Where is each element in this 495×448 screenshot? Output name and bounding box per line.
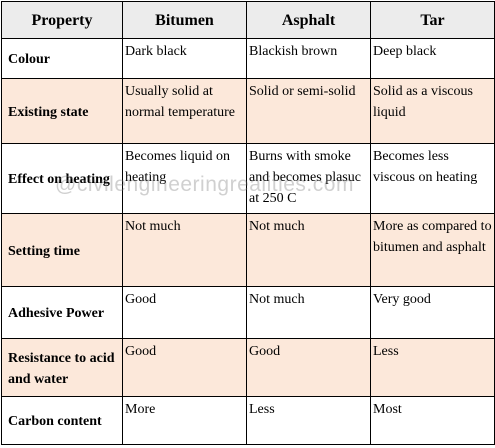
value-cell: Becomes liquid on heating — [122, 143, 247, 214]
value-cell: Not much — [246, 213, 371, 287]
property-cell: Adhesive Power — [1, 286, 123, 339]
table-body: Colour Dark black Blackish brown Deep black… — [1, 38, 495, 445]
value-cell: Good — [122, 286, 247, 339]
value-cell: More — [122, 396, 247, 445]
value-cell: Burns with smoke and becomes plasuc at 2… — [246, 143, 371, 214]
header-row: Property Bitumen Asphalt Tar — [1, 1, 495, 39]
table-row: Setting time Not much Not much More as comp… — [1, 213, 495, 287]
header-cell: Asphalt — [246, 1, 371, 39]
property-cell: Carbon content — [1, 396, 123, 445]
property-cell: Existing state — [1, 78, 123, 144]
value-cell: Dark black — [122, 38, 247, 79]
header-cell: Property — [1, 1, 123, 39]
table-row: Carbon content More Less Most — [1, 396, 495, 445]
value-cell: More as compared to bitumen and asphalt — [370, 213, 495, 287]
value-cell: Very good — [370, 286, 495, 339]
table-row: Effect on heating Becomes liquid on heati… — [1, 143, 495, 214]
property-cell: Resistance to acid and water — [1, 338, 123, 397]
value-cell: Most — [370, 396, 495, 445]
value-cell: Good — [122, 338, 247, 397]
table-row: Resistance to acid and water Good Good Less — [1, 338, 495, 397]
value-cell: Less — [246, 396, 371, 445]
value-cell: Blackish brown — [246, 38, 371, 79]
value-cell: Becomes less viscous on heating — [370, 143, 495, 214]
value-cell: Solid as a viscous liquid — [370, 78, 495, 144]
table-row: Adhesive Power Good Not much Very good — [1, 286, 495, 339]
value-cell: Good — [246, 338, 371, 397]
value-cell: Usually solid at normal temperature — [122, 78, 247, 144]
value-cell: Deep black — [370, 38, 495, 79]
property-cell: Effect on heating — [1, 143, 123, 214]
property-cell: Colour — [1, 38, 123, 79]
table-row: Existing state Usually solid at normal te… — [1, 78, 495, 144]
value-cell: Solid or semi-solid — [246, 78, 371, 144]
value-cell: Less — [370, 338, 495, 397]
value-cell: Not much — [246, 286, 371, 339]
table-row: Colour Dark black Blackish brown Deep black — [1, 38, 495, 79]
property-cell: Setting time — [1, 213, 123, 287]
header-cell: Bitumen — [122, 1, 247, 39]
value-cell: Not much — [122, 213, 247, 287]
header-cell: Tar — [370, 1, 495, 39]
